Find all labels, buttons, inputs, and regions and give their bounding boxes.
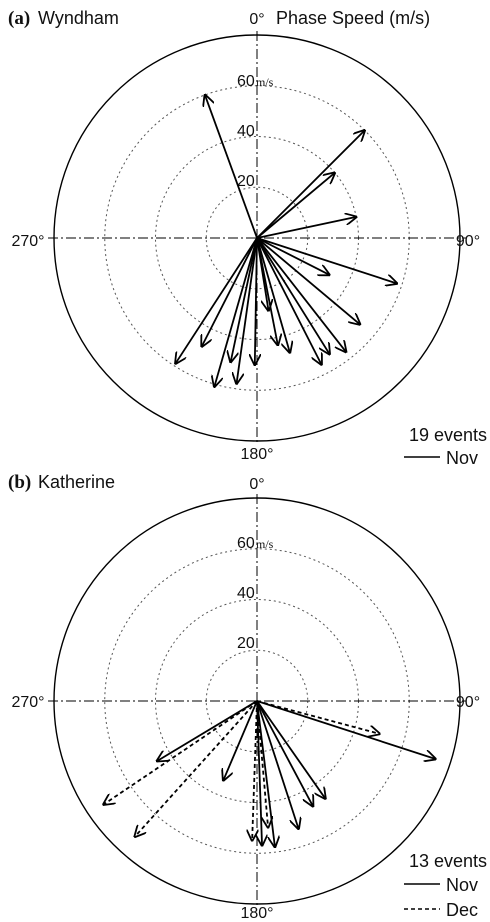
- vector-arrow-nov-6: [256, 237, 329, 275]
- vector-arrow-dec-12: [135, 700, 258, 837]
- station-name: Katherine: [38, 472, 115, 492]
- vector-layer: [175, 95, 397, 387]
- vector-arrow-nov-2: [256, 130, 365, 239]
- vector-arrow-nov-5: [256, 237, 397, 283]
- vector-arrow-nov-10: [256, 237, 322, 365]
- legend-label-nov: Nov: [446, 875, 478, 895]
- direction-label-east: 90°: [456, 694, 480, 711]
- vector-arrow-nov-11: [256, 237, 290, 353]
- vector-arrow-dec-11: [252, 700, 257, 840]
- vector-arrow-nov-3: [256, 173, 335, 239]
- vector-arrow-dec-10: [256, 700, 268, 827]
- vector-arrow-nov-14: [255, 237, 257, 365]
- legend-label-dec: Dec: [446, 900, 478, 920]
- legend-label-nov: Nov: [446, 448, 478, 468]
- vector-arrow-nov-4: [256, 700, 299, 829]
- vector-arrow-nov-16: [231, 237, 258, 362]
- events-count: 13 events: [409, 851, 487, 871]
- direction-label-west: 270°: [11, 233, 44, 250]
- figure-title: Phase Speed (m/s): [276, 8, 430, 28]
- panel-tag: (a): [8, 8, 30, 29]
- vector-arrow-nov-3: [256, 700, 313, 806]
- vector-arrow-nov-8: [223, 700, 258, 780]
- vector-layer: [103, 700, 436, 847]
- vector-arrow-nov-18: [202, 237, 258, 347]
- direction-label-east: 90°: [456, 233, 480, 250]
- radial-tick-40: 40: [237, 585, 255, 602]
- radial-tick-40: 40: [237, 123, 255, 140]
- vector-arrow-nov-4: [256, 217, 356, 239]
- radial-tick-20: 20: [237, 635, 255, 652]
- vector-arrow-nov-19: [175, 237, 258, 364]
- events-count: 19 events: [409, 425, 487, 445]
- panel-tag: (b): [8, 472, 31, 493]
- vector-arrow-nov-7: [157, 700, 258, 761]
- vector-arrow-nov-9: [256, 237, 330, 354]
- vector-arrow-nov-15: [237, 237, 258, 384]
- panel-wyndham: (a) Wyndham Phase Speed (m/s) 0° 90° 180…: [8, 8, 487, 468]
- vector-arrow-nov-8: [256, 237, 346, 352]
- radial-tick-60: 60: [237, 535, 255, 552]
- vector-arrow-nov-7: [256, 237, 360, 324]
- panel-katherine: (b) Katherine 0° 90° 180° 270° 20 40 60 …: [8, 472, 487, 922]
- vector-arrow-nov-1: [256, 700, 436, 759]
- radial-tick-20: 20: [237, 173, 255, 190]
- direction-label-west: 270°: [11, 694, 44, 711]
- radial-tick-60: 60: [237, 73, 255, 90]
- unit-label: m/s: [256, 75, 274, 89]
- direction-label-north: 0°: [249, 476, 264, 493]
- vector-arrow-dec-13: [103, 700, 258, 805]
- vector-arrow-nov-13: [256, 237, 269, 311]
- direction-label-south: 180°: [240, 446, 273, 463]
- vector-arrow-nov-17: [214, 237, 258, 387]
- vector-arrow-dec-9: [256, 700, 380, 734]
- vector-arrow-nov-2: [256, 700, 325, 799]
- unit-label: m/s: [256, 537, 274, 551]
- vector-arrow-nov-1: [205, 95, 258, 239]
- direction-label-north: 0°: [249, 11, 264, 28]
- station-name: Wyndham: [38, 8, 119, 28]
- direction-label-south: 180°: [240, 905, 273, 922]
